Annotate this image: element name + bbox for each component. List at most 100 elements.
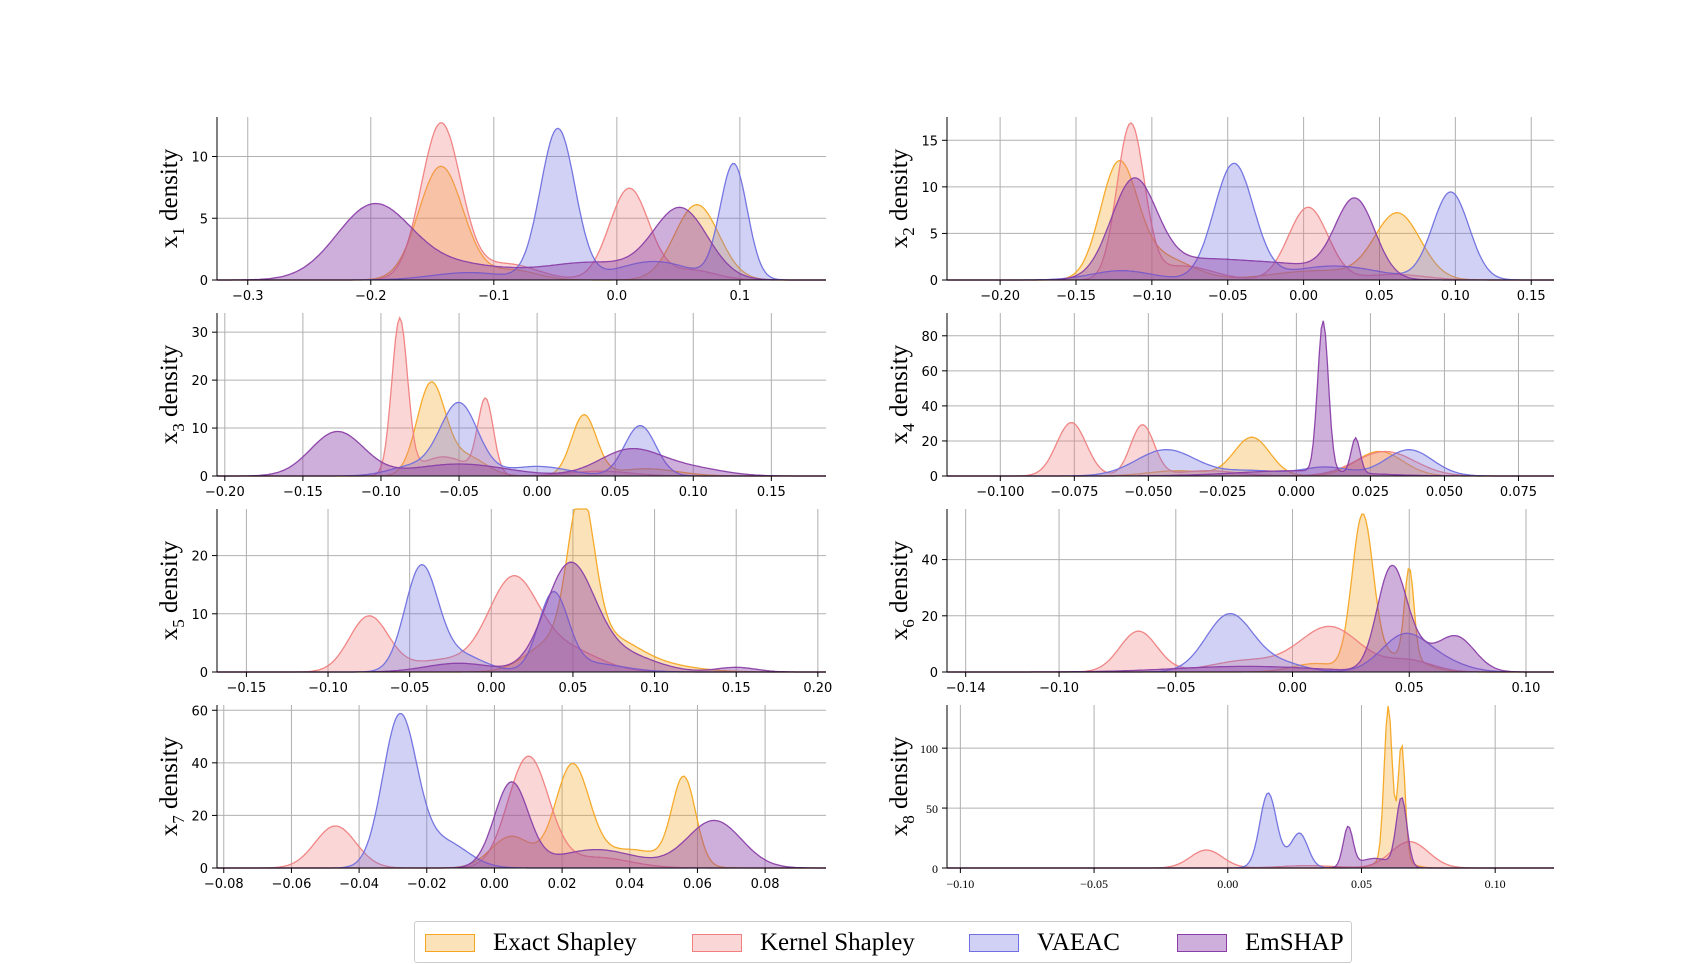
density-area-vaeac — [217, 128, 826, 280]
y-tick-label: 50 — [926, 802, 938, 816]
y-tick-label: 40 — [191, 757, 208, 772]
density-area-emshap — [947, 798, 1554, 868]
x-tick-label: 0.15 — [1517, 289, 1546, 304]
density-area-kernel — [947, 422, 1554, 476]
y-axis-label: x1 density — [156, 148, 188, 248]
x-tick-label: −0.2 — [355, 289, 387, 304]
y-axis-label: x3 density — [156, 344, 188, 444]
panel-x2: −0.20 −0.15 −0.10 −0.05 0.00 0.05 0.10 0.15 0 5 10… — [886, 117, 1554, 304]
y-tick-label: 30 — [191, 326, 208, 341]
x-tick-label: 0.04 — [615, 877, 644, 892]
y-axis-label: x6 density — [886, 540, 918, 640]
density-line-emshap — [217, 430, 826, 477]
density-line-vaeac — [947, 792, 1554, 869]
y-axis-label: x2 density — [886, 148, 918, 248]
x-tick-label: −0.20 — [980, 289, 1020, 304]
x-tick-label: −0.3 — [232, 289, 264, 304]
y-axis-label: x5 density — [156, 540, 188, 640]
x-tick-label: −0.10 — [1039, 681, 1079, 696]
x-tick-label: 0.05 — [558, 681, 587, 696]
panel-x7: −0.08 −0.06 −0.04 −0.02 0.00 0.02 0.04 0.06 0.08… — [156, 704, 826, 892]
density-area-emshap — [217, 203, 826, 280]
legend-item-kernel: Kernel Shapley — [692, 922, 915, 964]
density-area-exact — [947, 706, 1554, 868]
density-area-vaeac — [947, 449, 1554, 476]
y-tick-label: 20 — [191, 374, 208, 389]
x-tick-label: 0.08 — [751, 877, 780, 892]
y-axis-label: x4 density — [886, 344, 918, 444]
x-tick-label: −0.20 — [205, 485, 245, 500]
y-tick-label: 0 — [930, 470, 938, 485]
legend-label-kernel: Kernel Shapley — [760, 929, 915, 956]
y-tick-label: 10 — [921, 181, 938, 196]
y-tick-label: 5 — [200, 212, 208, 227]
y-tick-label: 0 — [200, 666, 208, 681]
y-tick-label: 20 — [921, 435, 938, 450]
x-tick-label: −0.15 — [1056, 289, 1096, 304]
y-tick-label: 0 — [930, 274, 938, 289]
density-line-emshap — [217, 202, 826, 281]
density-area-exact — [947, 514, 1554, 672]
density-area-vaeac — [947, 793, 1554, 868]
x-tick-label: 0.10 — [1512, 681, 1541, 696]
x-tick-label: −0.10 — [1132, 289, 1172, 304]
legend-item-vaeac: VAEAC — [969, 922, 1120, 964]
density-area-exact — [217, 763, 826, 868]
legend-label-emshap: EmSHAP — [1245, 929, 1344, 956]
x-tick-label: 0.00 — [1217, 877, 1238, 891]
density-area-kernel — [947, 841, 1554, 868]
x-tick-label: −0.05 — [1080, 877, 1108, 891]
density-area-vaeac — [947, 613, 1554, 672]
x-tick-label: −0.08 — [204, 877, 244, 892]
y-tick-label: 40 — [921, 400, 938, 415]
y-tick-label: 0 — [200, 470, 208, 485]
x-tick-label: 0.05 — [601, 485, 630, 500]
density-area-exact — [217, 166, 826, 280]
x-tick-label: 0.00 — [523, 485, 552, 500]
x-tick-label: 0.05 — [1365, 289, 1394, 304]
legend-item-exact: Exact Shapley — [425, 922, 637, 964]
x-tick-label: 0.05 — [1395, 681, 1424, 696]
x-tick-label: −0.025 — [1198, 485, 1246, 500]
y-tick-label: 60 — [191, 704, 208, 719]
density-area-kernel — [217, 756, 826, 868]
legend-label-vaeac: VAEAC — [1037, 929, 1120, 956]
x-tick-label: 0.00 — [1289, 289, 1318, 304]
y-tick-label: 100 — [920, 742, 938, 756]
x-tick-label: 0.025 — [1352, 485, 1389, 500]
y-axis-label: x7 density — [156, 736, 188, 836]
y-tick-label: 10 — [191, 608, 208, 623]
x-tick-label: −0.10 — [308, 681, 348, 696]
x-tick-label: −0.05 — [1208, 289, 1248, 304]
x-tick-label: 0.1 — [730, 289, 751, 304]
x-tick-label: −0.06 — [272, 877, 312, 892]
density-area-emshap — [217, 431, 826, 476]
x-tick-label: 0.20 — [803, 681, 832, 696]
y-tick-label: 15 — [921, 134, 938, 149]
y-tick-label: 0 — [200, 274, 208, 289]
y-tick-label: 0 — [200, 862, 208, 877]
x-tick-label: 0.075 — [1500, 485, 1537, 500]
x-tick-label: −0.10 — [946, 877, 974, 891]
density-area-kernel — [217, 575, 826, 672]
x-tick-label: 0.00 — [1278, 681, 1307, 696]
y-tick-label: 5 — [930, 227, 938, 242]
x-tick-label: 0.050 — [1426, 485, 1463, 500]
x-tick-label: 0.00 — [477, 681, 506, 696]
density-area-exact — [947, 437, 1554, 476]
x-tick-label: 0.10 — [1485, 877, 1506, 891]
x-tick-label: 0.05 — [1351, 877, 1372, 891]
y-tick-label: 10 — [191, 422, 208, 437]
x-tick-label: −0.15 — [226, 681, 266, 696]
x-tick-label: −0.05 — [439, 485, 479, 500]
y-tick-label: 60 — [921, 365, 938, 380]
x-tick-label: −0.075 — [1050, 485, 1098, 500]
density-area-emshap — [947, 177, 1554, 280]
x-tick-label: −0.1 — [478, 289, 510, 304]
y-tick-label: 80 — [921, 330, 938, 345]
x-tick-label: −0.14 — [946, 681, 986, 696]
panel-x4: −0.100 −0.075 −0.050 −0.025 0.000 0.025 0.050 0… — [886, 313, 1554, 500]
